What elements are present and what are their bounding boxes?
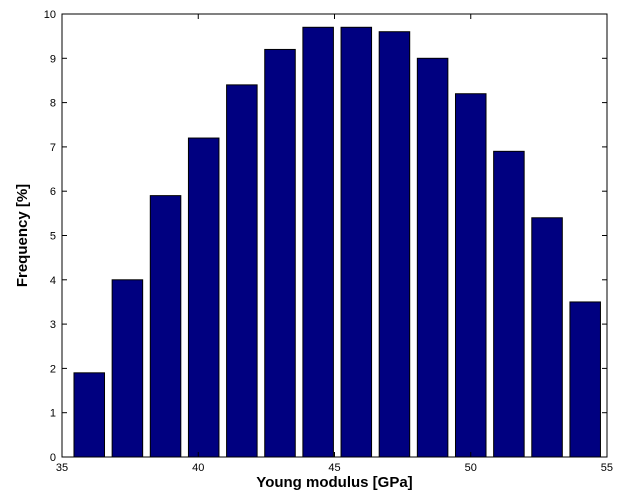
x-tick-label: 50 [465, 462, 477, 474]
histogram-bar [378, 31, 411, 458]
x-tick-label: 40 [192, 462, 204, 474]
y-tick-label: 8 [50, 98, 56, 110]
x-axis-label: Young modulus [GPa] [256, 474, 412, 491]
y-tick-label: 6 [50, 186, 56, 198]
y-tick-label: 4 [50, 275, 56, 287]
y-tick-label: 10 [44, 9, 56, 21]
histogram-bar [569, 301, 601, 458]
y-tick-label: 3 [50, 319, 56, 331]
y-axis-label: Frequency [%] [14, 184, 31, 287]
x-tick-label: 45 [328, 462, 340, 474]
y-tick-label: 5 [50, 231, 56, 243]
y-tick-label: 0 [50, 452, 56, 464]
histogram-bar [531, 217, 563, 458]
x-tick-label: 35 [56, 462, 68, 474]
x-ticks: 35 40 45 50 55 [56, 14, 613, 474]
histogram-bar [111, 279, 144, 458]
histogram-bar [416, 57, 449, 458]
y-ticks: 0 1 2 3 4 5 6 7 8 9 10 [44, 9, 607, 464]
histogram-bar [340, 26, 373, 458]
y-tick-label: 1 [50, 408, 56, 420]
histogram-bar [73, 372, 106, 458]
histogram-bar [454, 93, 487, 458]
bars-group [73, 26, 601, 458]
histogram-bar [493, 150, 525, 458]
y-tick-label: 7 [50, 142, 56, 154]
plot-frame [61, 13, 608, 458]
histogram-bar [302, 26, 334, 458]
y-tick-label: 9 [50, 53, 56, 65]
histogram-bar [264, 48, 296, 458]
histogram-bar [187, 137, 220, 458]
histogram-bar [149, 195, 182, 458]
y-tick-label: 2 [50, 363, 56, 375]
histogram-bar [226, 84, 258, 458]
x-tick-label: 55 [601, 462, 613, 474]
